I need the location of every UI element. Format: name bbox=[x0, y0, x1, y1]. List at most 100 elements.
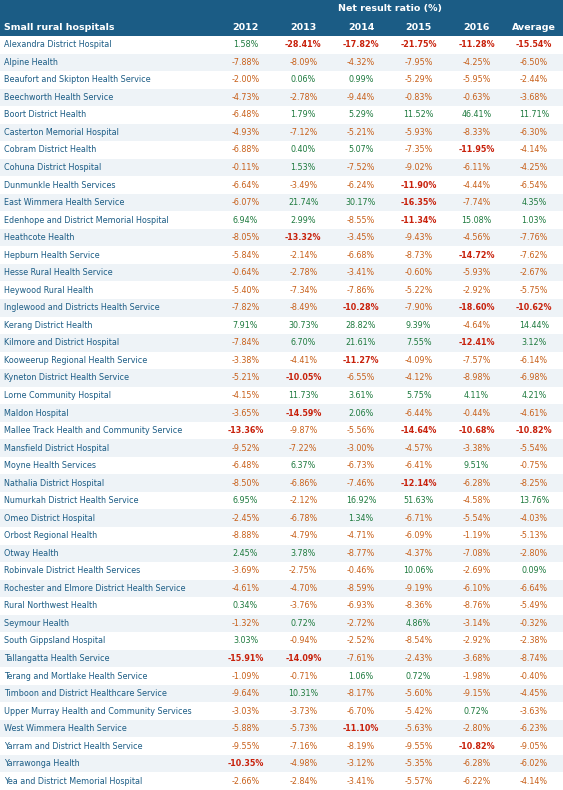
Text: 2013: 2013 bbox=[290, 22, 316, 32]
Bar bbox=[0, 649, 563, 668]
Text: Boort District Health: Boort District Health bbox=[4, 111, 86, 119]
Text: -6.28%: -6.28% bbox=[462, 479, 490, 487]
Text: -2.72%: -2.72% bbox=[347, 619, 376, 628]
Text: -6.07%: -6.07% bbox=[231, 198, 260, 207]
Text: Hesse Rural Health Service: Hesse Rural Health Service bbox=[4, 269, 113, 277]
Text: -8.77%: -8.77% bbox=[347, 549, 375, 558]
Text: -4.32%: -4.32% bbox=[347, 58, 375, 67]
Text: 2.45%: 2.45% bbox=[233, 549, 258, 558]
Text: -7.62%: -7.62% bbox=[520, 250, 548, 260]
Text: -7.95%: -7.95% bbox=[404, 58, 433, 67]
Bar bbox=[0, 0, 563, 18]
Bar bbox=[0, 510, 563, 527]
Text: Alpine Health: Alpine Health bbox=[4, 58, 58, 67]
Text: -4.58%: -4.58% bbox=[462, 496, 490, 505]
Text: -2.43%: -2.43% bbox=[405, 654, 433, 663]
Text: -11.28%: -11.28% bbox=[458, 40, 495, 49]
Text: Heywood Rural Health: Heywood Rural Health bbox=[4, 286, 93, 295]
Text: -4.70%: -4.70% bbox=[289, 584, 318, 592]
Text: 6.37%: 6.37% bbox=[291, 461, 316, 470]
Text: -6.14%: -6.14% bbox=[520, 356, 548, 365]
Text: 6.94%: 6.94% bbox=[233, 216, 258, 224]
Bar bbox=[0, 597, 563, 615]
Text: -3.41%: -3.41% bbox=[347, 269, 375, 277]
Bar bbox=[0, 18, 563, 36]
Text: 13.76%: 13.76% bbox=[519, 496, 549, 505]
Text: Heathcote Health: Heathcote Health bbox=[4, 233, 74, 243]
Text: Tallangatta Health Service: Tallangatta Health Service bbox=[4, 654, 109, 663]
Text: -5.40%: -5.40% bbox=[231, 286, 260, 295]
Bar bbox=[0, 615, 563, 632]
Text: -8.55%: -8.55% bbox=[347, 216, 375, 224]
Bar bbox=[0, 124, 563, 141]
Bar bbox=[0, 632, 563, 649]
Text: -5.75%: -5.75% bbox=[520, 286, 548, 295]
Bar bbox=[0, 299, 563, 317]
Text: 11.73%: 11.73% bbox=[288, 391, 319, 400]
Text: -5.63%: -5.63% bbox=[405, 724, 433, 733]
Text: Kerang District Health: Kerang District Health bbox=[4, 321, 92, 330]
Text: 5.75%: 5.75% bbox=[406, 391, 432, 400]
Text: -2.78%: -2.78% bbox=[289, 93, 318, 102]
Text: -6.02%: -6.02% bbox=[520, 759, 548, 768]
Bar bbox=[0, 720, 563, 737]
Text: -14.09%: -14.09% bbox=[285, 654, 321, 663]
Text: -15.91%: -15.91% bbox=[227, 654, 264, 663]
Text: -3.69%: -3.69% bbox=[231, 566, 260, 575]
Text: 3.61%: 3.61% bbox=[348, 391, 374, 400]
Text: -6.10%: -6.10% bbox=[462, 584, 490, 592]
Text: 0.06%: 0.06% bbox=[291, 75, 316, 85]
Text: -9.43%: -9.43% bbox=[405, 233, 433, 243]
Text: 4.35%: 4.35% bbox=[521, 198, 547, 207]
Bar bbox=[0, 527, 563, 544]
Text: 0.99%: 0.99% bbox=[348, 75, 374, 85]
Text: Small rural hospitals: Small rural hospitals bbox=[4, 22, 114, 32]
Text: -6.98%: -6.98% bbox=[520, 374, 548, 382]
Text: -6.73%: -6.73% bbox=[347, 461, 375, 470]
Text: -8.73%: -8.73% bbox=[405, 250, 433, 260]
Text: -9.44%: -9.44% bbox=[347, 93, 375, 102]
Text: -2.67%: -2.67% bbox=[520, 269, 548, 277]
Bar bbox=[0, 386, 563, 404]
Text: 11.52%: 11.52% bbox=[404, 111, 434, 119]
Bar bbox=[0, 474, 563, 492]
Text: 2016: 2016 bbox=[463, 22, 490, 32]
Text: 3.03%: 3.03% bbox=[233, 637, 258, 645]
Text: 0.09%: 0.09% bbox=[521, 566, 547, 575]
Text: -2.92%: -2.92% bbox=[462, 286, 491, 295]
Text: -0.11%: -0.11% bbox=[231, 163, 260, 172]
Text: -6.22%: -6.22% bbox=[462, 777, 490, 786]
Text: -7.12%: -7.12% bbox=[289, 128, 318, 137]
Text: -2.45%: -2.45% bbox=[231, 514, 260, 523]
Bar bbox=[0, 352, 563, 369]
Text: 7.91%: 7.91% bbox=[233, 321, 258, 330]
Bar bbox=[0, 580, 563, 597]
Text: -6.68%: -6.68% bbox=[347, 250, 375, 260]
Text: -6.09%: -6.09% bbox=[405, 531, 433, 540]
Text: 9.39%: 9.39% bbox=[406, 321, 431, 330]
Text: 1.58%: 1.58% bbox=[233, 40, 258, 49]
Text: -6.70%: -6.70% bbox=[347, 706, 375, 716]
Text: -7.82%: -7.82% bbox=[231, 303, 260, 312]
Text: -7.34%: -7.34% bbox=[289, 286, 318, 295]
Text: -7.74%: -7.74% bbox=[462, 198, 490, 207]
Text: -0.44%: -0.44% bbox=[462, 408, 490, 417]
Text: -4.12%: -4.12% bbox=[405, 374, 433, 382]
Bar bbox=[0, 702, 563, 720]
Text: -4.14%: -4.14% bbox=[520, 777, 548, 786]
Text: 15.08%: 15.08% bbox=[461, 216, 491, 224]
Text: -4.61%: -4.61% bbox=[231, 584, 260, 592]
Text: -9.52%: -9.52% bbox=[231, 443, 260, 453]
Text: -7.61%: -7.61% bbox=[347, 654, 375, 663]
Text: 2.99%: 2.99% bbox=[291, 216, 316, 224]
Text: -15.54%: -15.54% bbox=[516, 40, 552, 49]
Text: -2.44%: -2.44% bbox=[520, 75, 548, 85]
Text: Omeo District Hospital: Omeo District Hospital bbox=[4, 514, 95, 523]
Text: -4.93%: -4.93% bbox=[231, 128, 260, 137]
Text: 21.74%: 21.74% bbox=[288, 198, 319, 207]
Text: 9.51%: 9.51% bbox=[464, 461, 489, 470]
Text: -8.33%: -8.33% bbox=[462, 128, 490, 137]
Bar bbox=[0, 773, 563, 790]
Text: -9.87%: -9.87% bbox=[289, 426, 318, 435]
Text: 10.06%: 10.06% bbox=[404, 566, 434, 575]
